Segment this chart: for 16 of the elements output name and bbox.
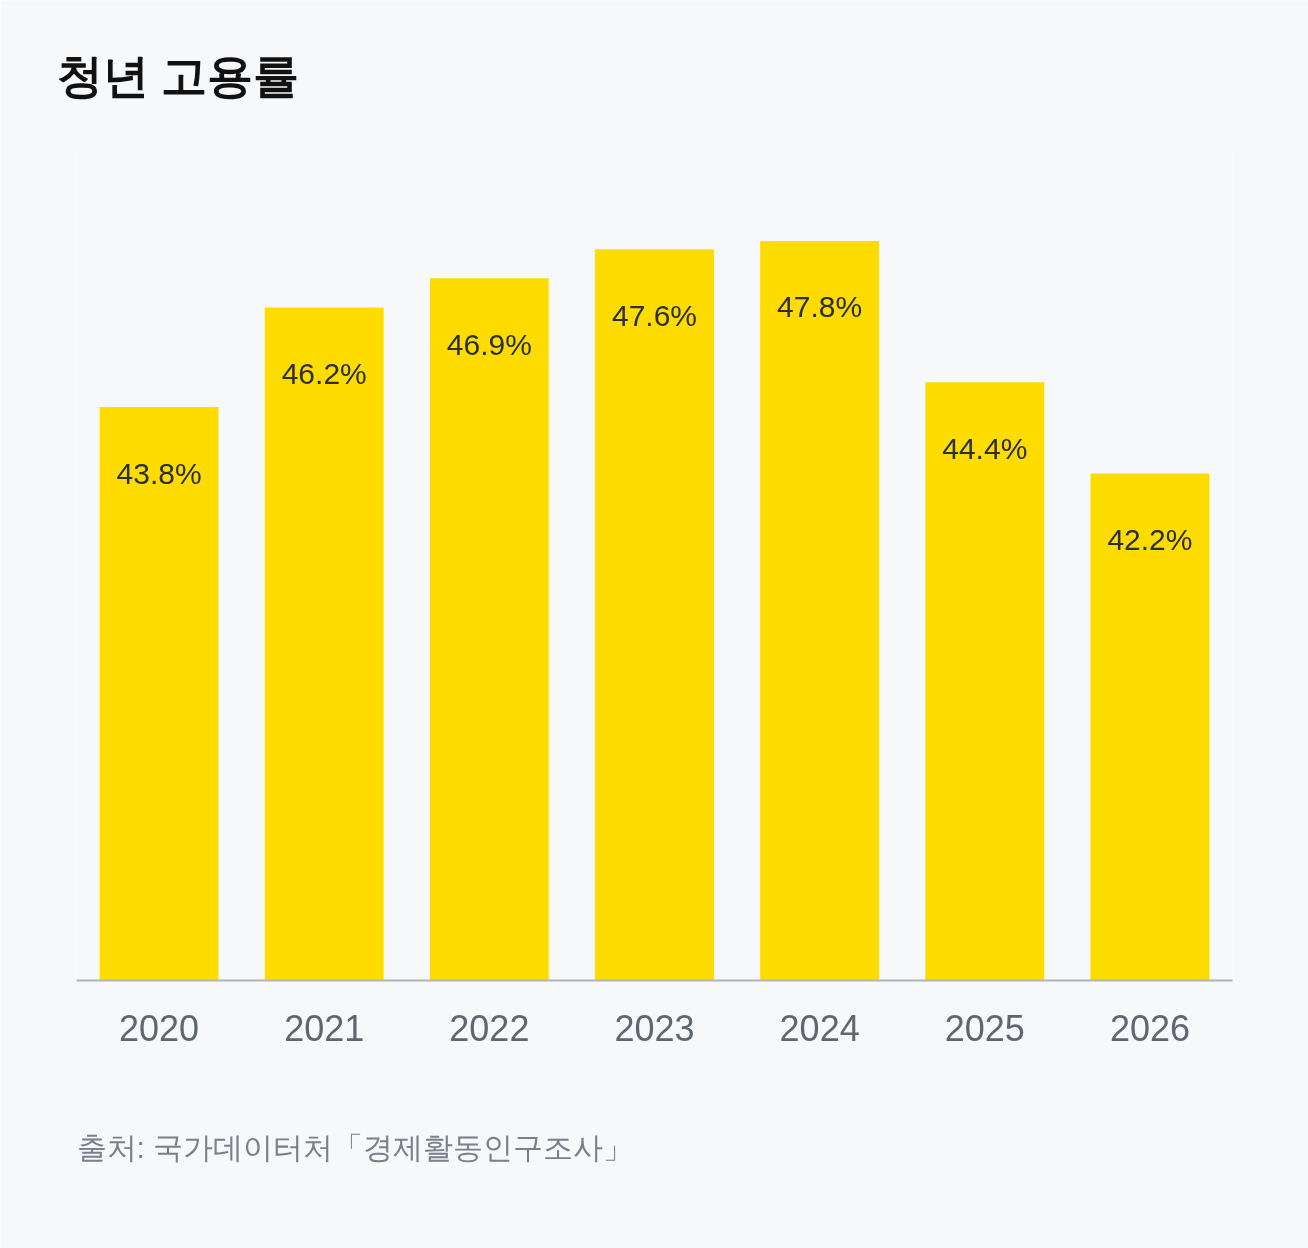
- data-label: 46.2%: [281, 356, 367, 390]
- x-tick-label: 2023: [614, 1007, 695, 1049]
- data-label: 42.2%: [1107, 523, 1193, 557]
- x-tick-label: 2021: [284, 1007, 365, 1049]
- data-label: 47.8%: [777, 290, 863, 324]
- chart-title: 청년 고용률: [56, 50, 300, 102]
- data-label: 46.9%: [446, 327, 532, 361]
- source-note: 출처: 국가데이터처「경제활동인구조사」: [76, 1130, 634, 1164]
- x-tick-label: 2026: [1109, 1007, 1190, 1049]
- data-label: 44.4%: [942, 431, 1028, 465]
- data-label: 43.8%: [116, 456, 202, 490]
- x-tick-label: 2022: [449, 1007, 530, 1049]
- x-tick-label: 2024: [779, 1007, 860, 1049]
- x-tick-label: 2025: [944, 1007, 1025, 1049]
- data-label: 47.6%: [611, 298, 698, 332]
- x-tick-label: 2020: [119, 1007, 200, 1049]
